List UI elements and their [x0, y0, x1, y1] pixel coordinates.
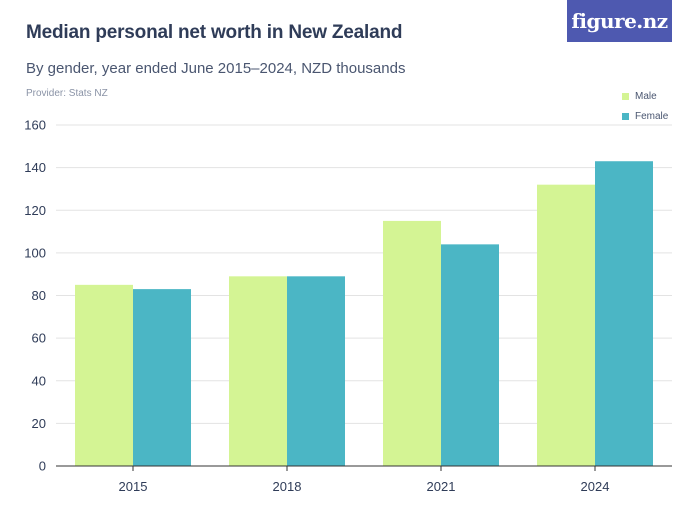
bar-female — [287, 276, 345, 466]
legend-item-male: Male — [622, 86, 668, 106]
y-tick-label: 0 — [39, 459, 46, 474]
figure-nz-logo[interactable]: figure.nz — [567, 0, 672, 42]
y-tick-label: 40 — [32, 373, 46, 388]
y-tick-label: 80 — [32, 288, 46, 303]
chart-subtitle: By gender, year ended June 2015–2024, NZ… — [26, 60, 406, 77]
bar-male — [75, 284, 133, 466]
legend: Male Female — [622, 86, 668, 126]
x-tick-label: 2015 — [119, 479, 148, 494]
x-tick-label: 2024 — [581, 479, 610, 494]
x-tick-label: 2018 — [273, 479, 302, 494]
bar-male — [537, 184, 595, 467]
bar-female — [133, 289, 191, 466]
legend-item-female: Female — [622, 106, 668, 126]
bar-male — [383, 220, 441, 466]
x-tick-label: 2021 — [427, 479, 456, 494]
legend-label-male: Male — [635, 90, 657, 102]
y-tick-label: 120 — [24, 203, 46, 218]
y-tick-label: 60 — [32, 331, 46, 346]
chart-title: Median personal net worth in New Zealand — [26, 22, 403, 43]
legend-label-female: Female — [635, 110, 669, 122]
legend-swatch-male — [622, 92, 629, 100]
bar-male — [229, 276, 287, 466]
bar-female — [441, 244, 499, 466]
y-tick-label: 100 — [24, 245, 46, 260]
y-tick-label: 160 — [24, 118, 46, 133]
y-tick-label: 20 — [32, 416, 46, 431]
provider-note: Provider: Stats NZ — [26, 88, 108, 99]
legend-swatch-female — [622, 112, 629, 120]
bar-female — [595, 161, 653, 466]
y-tick-label: 140 — [24, 160, 46, 175]
